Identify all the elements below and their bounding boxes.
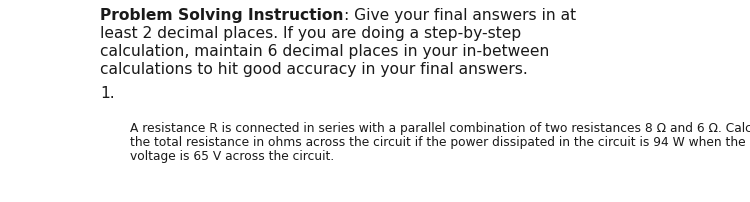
Text: calculation, maintain 6 decimal places in your in-between: calculation, maintain 6 decimal places i… (100, 44, 549, 59)
Text: A resistance R is connected in series with a parallel combination of two resista: A resistance R is connected in series wi… (130, 121, 750, 134)
Text: Problem Solving Instruction: Problem Solving Instruction (100, 8, 344, 23)
Text: least 2 decimal places. If you are doing a step-by-step: least 2 decimal places. If you are doing… (100, 26, 521, 41)
Text: the total resistance in ohms across the circuit if the power dissipated in the c: the total resistance in ohms across the … (130, 135, 750, 148)
Text: : Give your final answers in at: : Give your final answers in at (344, 8, 576, 23)
Text: 1.: 1. (100, 86, 115, 101)
Text: voltage is 65 V across the circuit.: voltage is 65 V across the circuit. (130, 149, 334, 162)
Text: calculations to hit good accuracy in your final answers.: calculations to hit good accuracy in you… (100, 62, 528, 77)
